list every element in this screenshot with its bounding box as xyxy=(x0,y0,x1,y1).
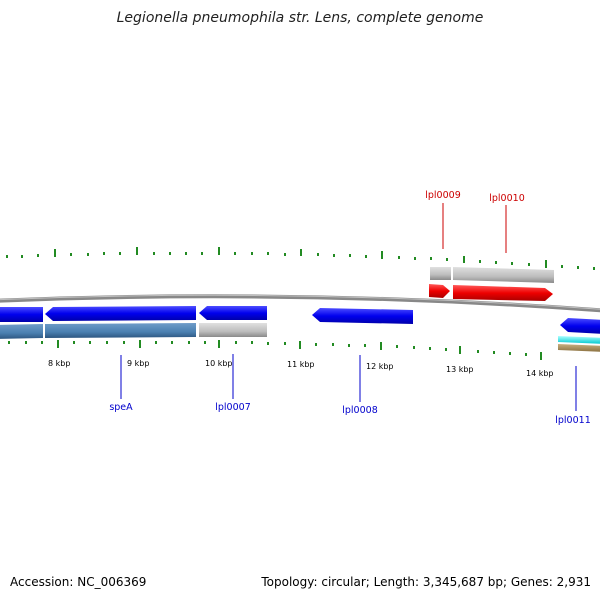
gene-labels: speA lpl0007 lpl0008 lpl0009 lpl0010 lpl… xyxy=(109,190,590,426)
gene-lpl0008-arrow xyxy=(312,308,413,324)
gene-label-lpl0007: lpl0007 xyxy=(215,402,251,413)
gene-lpl0010-arrow xyxy=(453,285,553,301)
cds-lpl0010-forward xyxy=(453,267,554,283)
cds-speA-steel xyxy=(45,323,196,338)
gene-left-edge-arrow xyxy=(0,307,43,322)
gene-label-lpl0009: lpl0009 xyxy=(425,190,461,201)
label-leaders xyxy=(120,203,577,411)
gene-label-lpl0011: lpl0011 xyxy=(555,415,591,426)
scale-label: 13 kbp xyxy=(446,365,474,374)
forward-cds-track xyxy=(430,267,554,283)
gene-lpl0007-arrow xyxy=(199,306,267,320)
gene-lpl0011-arrow xyxy=(560,318,600,334)
forward-gene-track xyxy=(429,284,553,301)
gene-lpl0009-arrow xyxy=(429,284,450,298)
gene-label-lpl0010: lpl0010 xyxy=(489,193,525,204)
lower-tick-row xyxy=(8,340,542,360)
cds-lpl0009-forward xyxy=(430,267,451,280)
cds-lpl0007-grey xyxy=(199,323,267,337)
gene-speA-arrow xyxy=(45,306,196,321)
upper-tick-row xyxy=(6,247,595,270)
scale-label: 9 kbp xyxy=(127,359,149,368)
reverse-cds-track xyxy=(0,323,600,352)
scale-label: 8 kbp xyxy=(48,359,70,368)
accession-text: Accession: NC_006369 xyxy=(10,575,147,589)
scale-label: 14 kbp xyxy=(526,369,554,378)
genome-backbone xyxy=(0,294,600,313)
scale-label: 12 kbp xyxy=(366,362,394,371)
reverse-gene-track xyxy=(0,306,600,334)
scale-labels: 8 kbp 9 kbp 10 kbp 11 kbp 12 kbp 13 kbp … xyxy=(48,359,554,378)
cds-left-steel xyxy=(0,324,43,339)
gene-label-speA: speA xyxy=(109,402,133,413)
scale-label: 11 kbp xyxy=(287,360,315,369)
genome-summary-text: Topology: circular; Length: 3,345,687 bp… xyxy=(261,575,591,589)
gene-label-lpl0008: lpl0008 xyxy=(342,405,378,416)
scale-label: 10 kbp xyxy=(205,359,233,368)
cds-lpl0011-cyan xyxy=(558,336,600,344)
cds-lpl0011-tan xyxy=(558,344,600,352)
map-title: Legionella pneumophila str. Lens, comple… xyxy=(116,10,484,26)
